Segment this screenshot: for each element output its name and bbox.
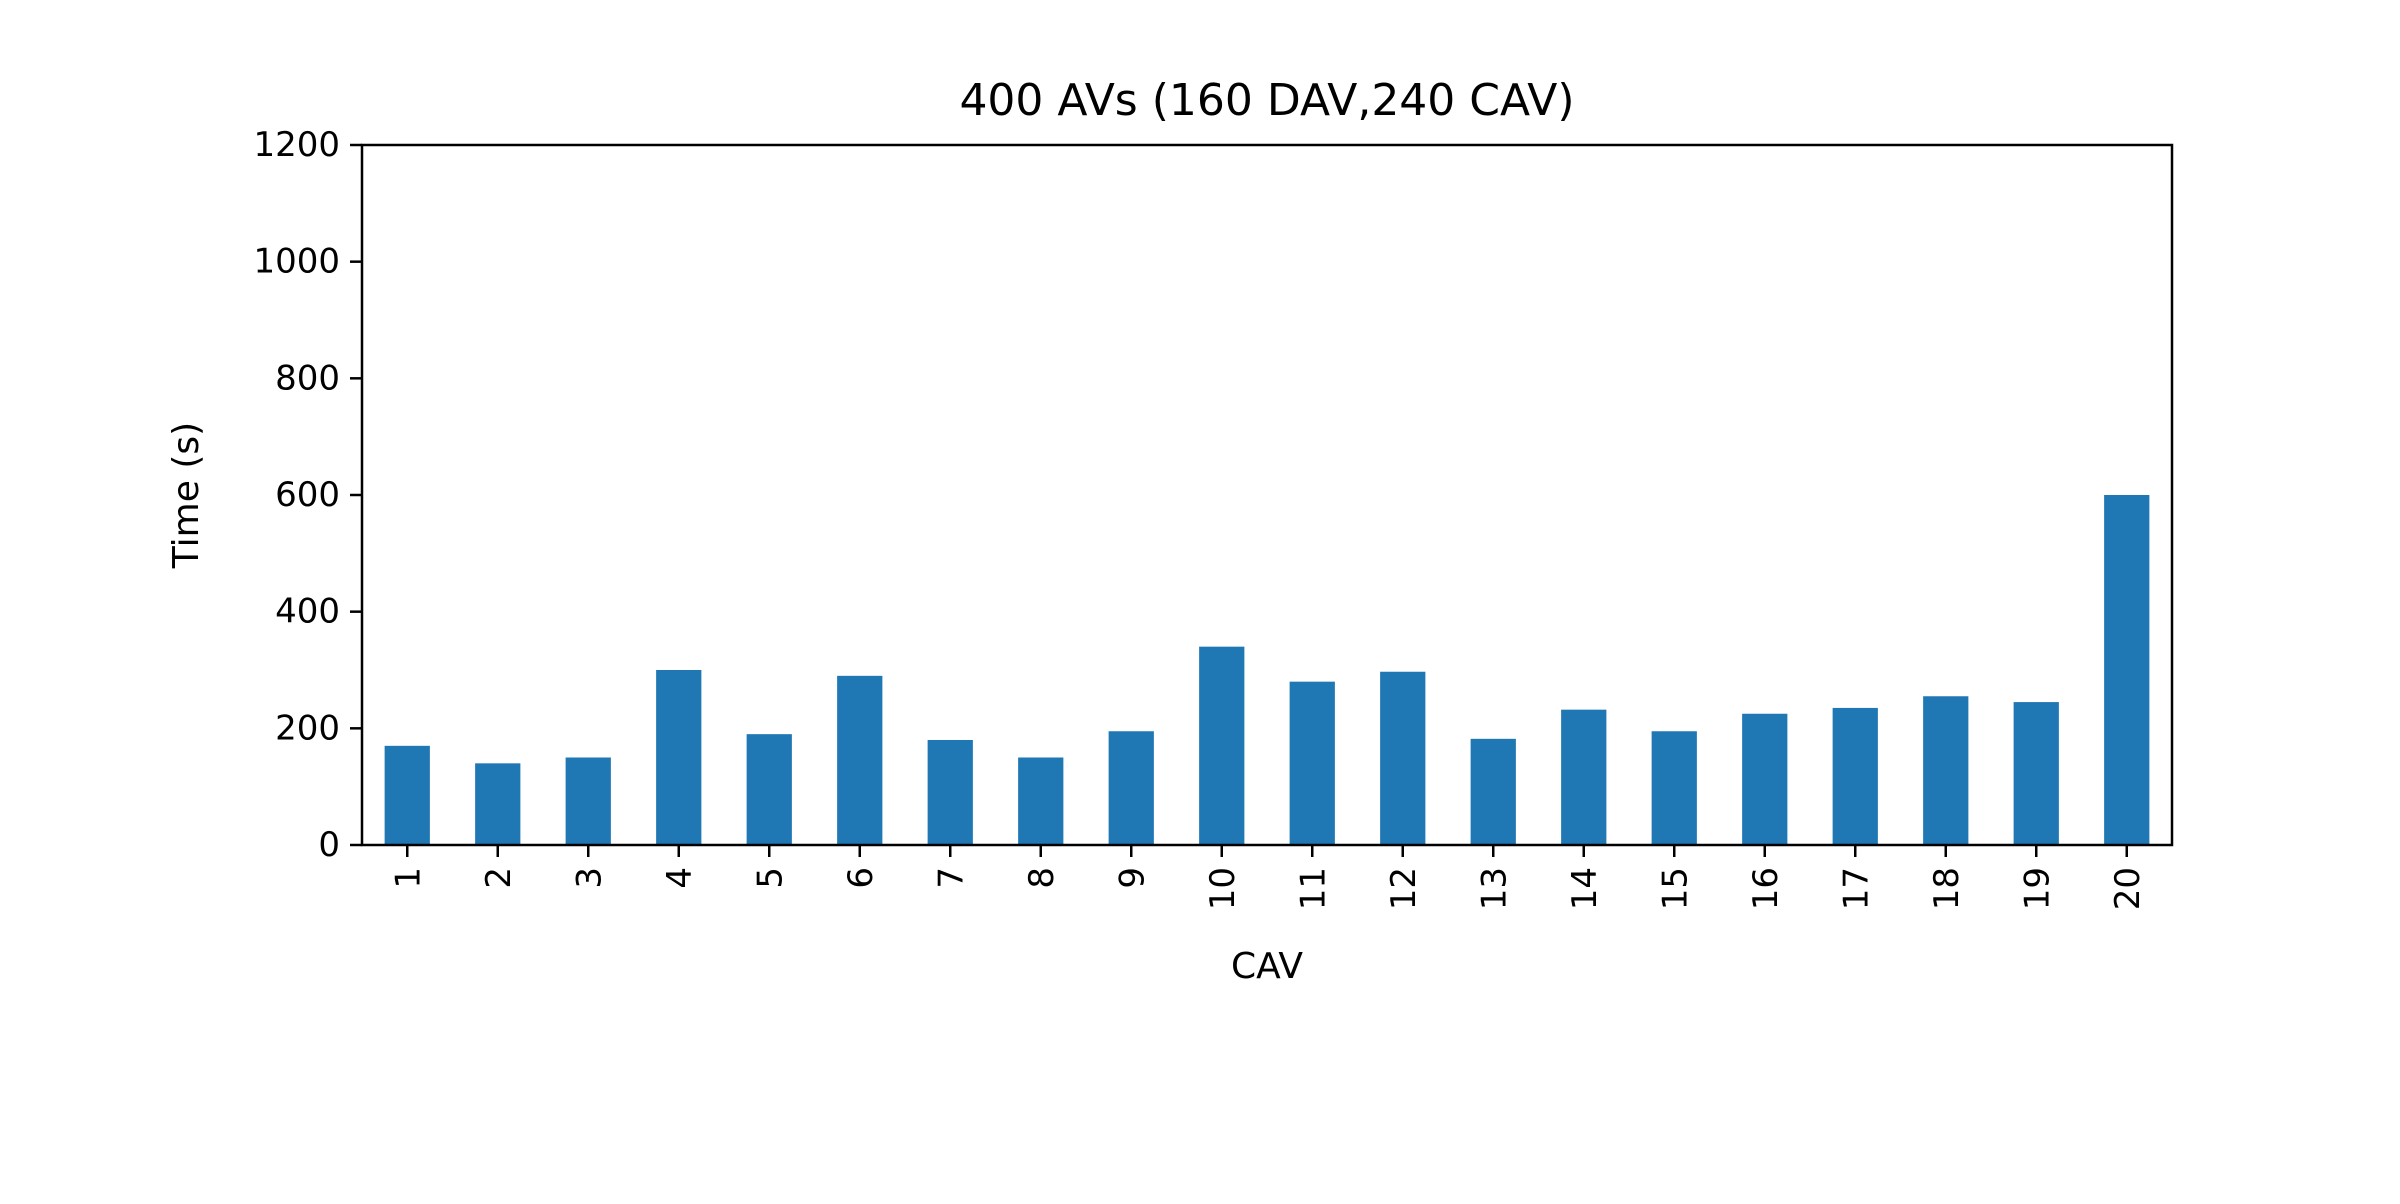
- bar-3: [565, 757, 611, 845]
- x-tick-label: 5: [750, 867, 790, 889]
- x-tick-label: 3: [569, 867, 609, 889]
- x-tick-label: 6: [841, 867, 881, 889]
- bar-5: [746, 734, 792, 845]
- x-tick-label: 1: [388, 867, 428, 889]
- bar-11: [1289, 681, 1335, 845]
- x-tick-label: 2: [479, 867, 519, 889]
- bar-17: [1832, 707, 1878, 845]
- x-tick-label: 18: [1927, 867, 1967, 910]
- bar-16: [1742, 713, 1788, 845]
- bar-15: [1651, 731, 1697, 845]
- x-tick-label: 4: [660, 867, 700, 889]
- x-tick-label: 17: [1836, 867, 1876, 910]
- y-tick-label: 600: [275, 475, 340, 515]
- y-tick-label: 800: [275, 358, 340, 398]
- x-axis: 1 2 3 4 5 6 7 8 9 10 11 12 13 14 15 16 17 18 19 20: [388, 845, 2148, 910]
- x-tick-label: 8: [1022, 867, 1062, 889]
- bar-2: [475, 763, 521, 845]
- x-tick-label: 13: [1474, 867, 1514, 910]
- bar-10: [1199, 646, 1245, 845]
- bar-9: [1108, 731, 1154, 845]
- bar-13: [1470, 738, 1516, 845]
- bar-20: [2104, 495, 2150, 845]
- y-tick-label: 1000: [253, 242, 340, 282]
- y-axis-label: Time (s): [166, 422, 207, 569]
- x-axis-label: CAV: [1231, 946, 1303, 987]
- x-tick-label: 12: [1384, 867, 1424, 910]
- x-tick-label: 11: [1293, 867, 1333, 910]
- y-tick-label: 0: [318, 825, 340, 865]
- bar-1: [384, 745, 430, 845]
- y-tick-label: 200: [275, 708, 340, 748]
- x-tick-label: 20: [2108, 867, 2148, 910]
- x-tick-label: 19: [2017, 867, 2057, 910]
- x-tick-label: 9: [1112, 867, 1152, 889]
- bar-7: [927, 740, 973, 845]
- chart-title: 400 AVs (160 DAV,240 CAV): [959, 75, 1574, 126]
- x-tick-label: 7: [931, 867, 971, 889]
- bar-4: [656, 670, 702, 845]
- bar-18: [1923, 696, 1969, 845]
- y-tick-label: 400: [275, 592, 340, 632]
- x-tick-label: 16: [1746, 867, 1786, 910]
- x-tick-label: 14: [1565, 867, 1605, 910]
- x-tick-label: 15: [1655, 867, 1695, 910]
- bar-14: [1561, 709, 1607, 845]
- bars-group: [384, 495, 2150, 845]
- y-tick-label: 1200: [253, 125, 340, 165]
- plot-frame: [360, 143, 2174, 847]
- x-tick-label: 10: [1203, 867, 1243, 910]
- y-axis: 0 200 400 600 800 1000 1200: [253, 125, 362, 865]
- bar-12: [1380, 671, 1426, 845]
- bar-8: [1018, 757, 1064, 845]
- bar-6: [837, 675, 883, 845]
- bar-19: [2013, 702, 2059, 845]
